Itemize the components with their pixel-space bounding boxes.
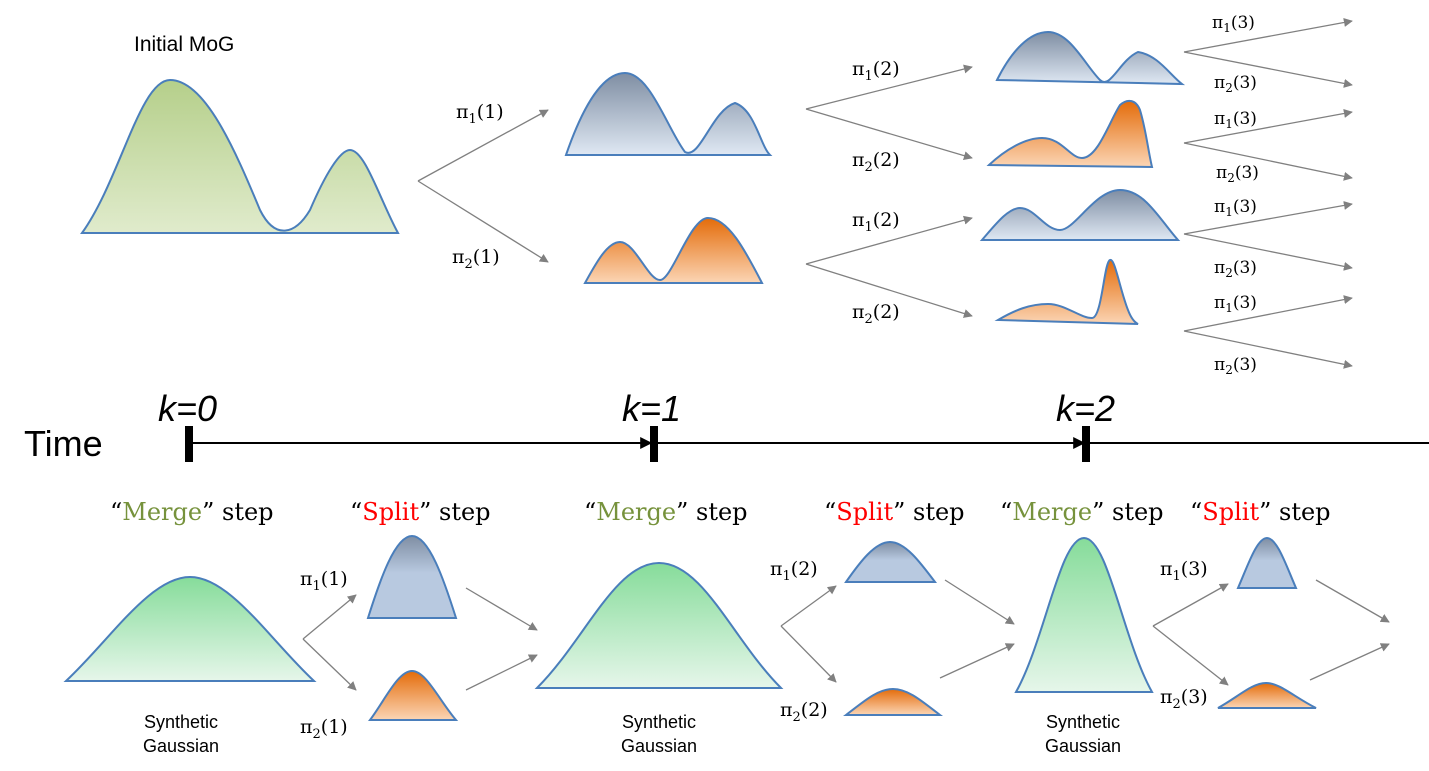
split-label-pi1-1: π1(1)	[300, 568, 348, 594]
split-component-blue	[844, 540, 938, 583]
tick-label-k0: k=0	[158, 388, 217, 429]
branch-label-pi2-3: π2(3)	[1214, 258, 1257, 280]
split-step-label: “Split” step	[824, 498, 965, 526]
merge-step-label: “Merge” step	[584, 498, 748, 526]
split-arrow	[1152, 583, 1229, 627]
split-label-pi2-1: π2(1)	[300, 716, 348, 742]
time-tick-k2	[1082, 426, 1090, 462]
split-arrow	[1152, 625, 1229, 686]
initial-mog-title: Initial MoG	[134, 33, 234, 56]
synthetic-gaussian	[1014, 536, 1154, 693]
split-label-pi1-3: π1(3)	[1160, 558, 1208, 584]
time-axis-label: Time	[24, 423, 103, 464]
branch-label-pi2-3: π2(3)	[1214, 355, 1257, 377]
branch-label-pi1-2: π1(2)	[852, 58, 900, 84]
branch-arrow	[417, 109, 549, 182]
synthetic-gaussian-label: Synthetic	[1046, 712, 1120, 732]
branch-label-pi2-3: π2(3)	[1216, 163, 1259, 185]
branch-arrow	[1183, 109, 1353, 144]
split-step-label: “Split” step	[1190, 498, 1331, 526]
mixture-component-blue	[995, 30, 1186, 86]
synthetic-gaussian	[534, 561, 784, 689]
branch-arrow	[1183, 18, 1353, 53]
split-arrow	[780, 585, 837, 627]
merge-arrow	[465, 587, 538, 631]
branch-arrow	[805, 64, 973, 110]
synthetic-gaussian-label: Gaussian	[1045, 736, 1121, 756]
level3-branch-labels: π1(3) π2(3) π1(3) π2(3) π1(3) π2(3) π1(3…	[1212, 13, 1259, 377]
merge-arrow	[1309, 643, 1390, 681]
split-label-pi2-2: π2(2)	[780, 699, 828, 725]
branch-label-pi2-1: π2(1)	[452, 246, 500, 272]
synthetic-gaussian	[63, 575, 317, 682]
tick-label-k2: k=2	[1056, 388, 1115, 429]
split-component-blue	[1236, 536, 1298, 589]
branch-label-pi1-3: π1(3)	[1214, 197, 1257, 219]
branch-arrow	[1183, 51, 1353, 88]
branch-arrow	[1183, 330, 1353, 369]
split-arrow	[780, 625, 837, 683]
synthetic-gaussian-label: Synthetic	[622, 712, 696, 732]
merge-step-label: “Merge” step	[1000, 498, 1164, 526]
branch-arrow	[805, 108, 973, 161]
merge-arrow	[1315, 579, 1390, 623]
split-label-pi1-2: π1(2)	[770, 558, 818, 584]
time-tick-k0	[185, 426, 193, 462]
split-step-label: “Split” step	[350, 498, 491, 526]
branch-label-pi1-1: π1(1)	[456, 101, 504, 127]
branch-label-pi1-3: π1(3)	[1214, 109, 1257, 131]
branch-arrow	[1183, 200, 1353, 235]
split-label-pi2-3: π2(3)	[1160, 686, 1208, 712]
mixture-component-orange	[994, 258, 1139, 325]
branch-label-pi1-2: π1(2)	[852, 209, 900, 235]
split-component-orange	[1217, 681, 1317, 709]
synthetic-gaussian-label: Gaussian	[621, 736, 697, 756]
initial-mog-density	[80, 78, 400, 234]
branch-arrow	[1183, 233, 1353, 271]
split-arrow	[302, 594, 357, 640]
merge-arrow	[465, 654, 538, 691]
merge-arrow	[939, 643, 1015, 679]
mixture-component-orange	[986, 99, 1154, 169]
branch-arrow	[805, 215, 973, 265]
split-component-blue	[366, 534, 458, 619]
branch-arrow	[1183, 142, 1353, 181]
branch-arrow	[417, 180, 549, 263]
branch-arrow	[805, 263, 973, 318]
tick-label-k1: k=1	[622, 388, 681, 429]
time-tick-k1	[650, 426, 658, 462]
branch-label-pi2-2: π2(2)	[852, 301, 900, 327]
mixture-component-blue	[564, 71, 773, 156]
branch-arrow	[1183, 295, 1353, 332]
split-arrow	[302, 638, 357, 691]
branch-label-pi1-3: π1(3)	[1214, 293, 1257, 315]
split-component-orange	[843, 687, 943, 716]
synthetic-gaussian-label: Synthetic	[144, 712, 218, 732]
branch-label-pi1-3: π1(3)	[1212, 13, 1255, 35]
mixture-component-orange	[583, 216, 764, 284]
branch-label-pi2-3: π2(3)	[1214, 73, 1257, 95]
mixture-component-blue	[979, 188, 1181, 241]
merge-step-label: “Merge” step	[110, 498, 274, 526]
merge-arrow	[944, 579, 1015, 625]
branch-label-pi2-2: π2(2)	[852, 149, 900, 175]
split-component-orange	[368, 669, 459, 721]
synthetic-gaussian-label: Gaussian	[143, 736, 219, 756]
